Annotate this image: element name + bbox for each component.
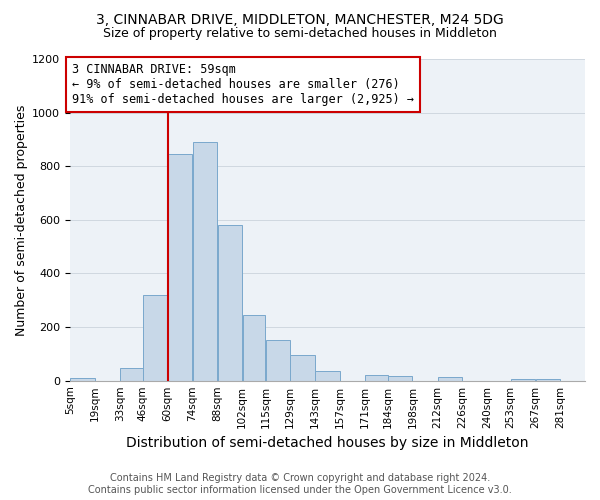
Bar <box>120 368 143 380</box>
Bar <box>316 371 340 380</box>
Text: 3 CINNABAR DRIVE: 59sqm
← 9% of semi-detached houses are smaller (276)
91% of se: 3 CINNABAR DRIVE: 59sqm ← 9% of semi-det… <box>72 63 414 106</box>
Bar <box>388 376 412 380</box>
Text: Contains HM Land Registry data © Crown copyright and database right 2024.
Contai: Contains HM Land Registry data © Crown c… <box>88 474 512 495</box>
Y-axis label: Number of semi-detached properties: Number of semi-detached properties <box>15 104 28 336</box>
Bar <box>266 340 290 380</box>
Bar <box>143 295 167 380</box>
Bar <box>290 354 315 380</box>
Text: Size of property relative to semi-detached houses in Middleton: Size of property relative to semi-detach… <box>103 28 497 40</box>
Bar <box>438 378 462 380</box>
Bar <box>193 142 217 380</box>
Bar <box>511 379 535 380</box>
X-axis label: Distribution of semi-detached houses by size in Middleton: Distribution of semi-detached houses by … <box>126 436 529 450</box>
Text: 3, CINNABAR DRIVE, MIDDLETON, MANCHESTER, M24 5DG: 3, CINNABAR DRIVE, MIDDLETON, MANCHESTER… <box>96 12 504 26</box>
Bar <box>365 375 388 380</box>
Bar <box>218 225 242 380</box>
Bar <box>70 378 95 380</box>
Bar <box>168 154 192 380</box>
Bar <box>242 315 265 380</box>
